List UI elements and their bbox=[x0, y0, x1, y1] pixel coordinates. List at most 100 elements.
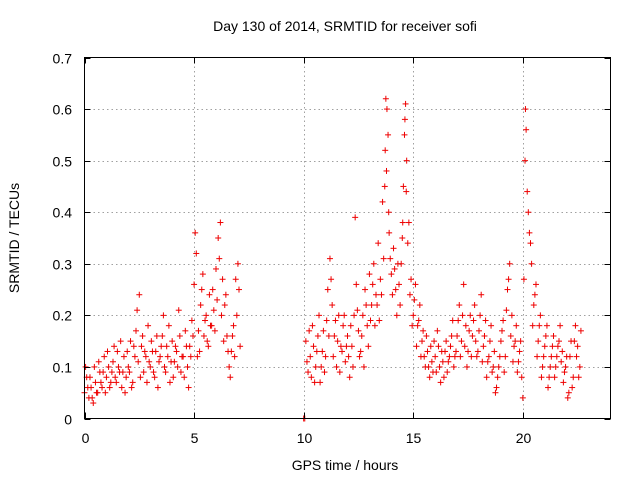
data-point bbox=[123, 374, 130, 381]
data-point bbox=[165, 322, 172, 329]
data-point bbox=[552, 363, 559, 370]
data-point bbox=[352, 214, 359, 221]
data-point bbox=[367, 317, 374, 324]
data-point bbox=[312, 363, 319, 370]
data-point bbox=[365, 343, 372, 350]
data-point bbox=[216, 255, 223, 262]
y-tick-label: 0.5 bbox=[53, 154, 73, 170]
data-point bbox=[192, 229, 199, 236]
data-point bbox=[172, 343, 179, 350]
data-point bbox=[177, 369, 184, 376]
data-point bbox=[442, 348, 449, 355]
data-point bbox=[572, 322, 579, 329]
data-point bbox=[561, 369, 568, 376]
data-point bbox=[321, 369, 328, 376]
data-point bbox=[106, 384, 113, 391]
data-point bbox=[511, 343, 518, 350]
data-point bbox=[443, 338, 450, 345]
grid-lines bbox=[84, 57, 611, 419]
data-points bbox=[81, 95, 584, 422]
data-point bbox=[493, 384, 500, 391]
data-point bbox=[82, 363, 89, 370]
data-point bbox=[207, 322, 214, 329]
data-point bbox=[124, 348, 131, 355]
data-point bbox=[332, 317, 339, 324]
data-point bbox=[420, 327, 427, 334]
data-point bbox=[463, 363, 470, 370]
x-tick-label: 0 bbox=[82, 430, 90, 446]
data-point bbox=[415, 317, 422, 324]
data-point bbox=[385, 209, 392, 216]
data-point bbox=[345, 353, 352, 360]
y-tick-label: 0.6 bbox=[53, 102, 73, 118]
data-point bbox=[351, 312, 358, 319]
data-point bbox=[562, 363, 569, 370]
data-point bbox=[199, 271, 206, 278]
data-point bbox=[520, 276, 527, 283]
y-tick-label: 0.7 bbox=[53, 51, 73, 67]
data-point bbox=[448, 332, 455, 339]
data-point bbox=[156, 358, 163, 365]
data-point bbox=[343, 343, 350, 350]
data-point bbox=[135, 358, 142, 365]
data-point bbox=[164, 353, 171, 360]
data-point bbox=[336, 369, 343, 376]
data-point bbox=[331, 332, 338, 339]
data-point bbox=[513, 322, 520, 329]
data-point bbox=[434, 327, 441, 334]
data-point bbox=[233, 312, 240, 319]
data-point bbox=[337, 343, 344, 350]
data-point bbox=[436, 363, 443, 370]
data-point bbox=[341, 312, 348, 319]
data-point bbox=[356, 353, 363, 360]
data-point bbox=[84, 384, 91, 391]
data-point bbox=[403, 157, 410, 164]
data-point bbox=[223, 332, 230, 339]
data-point bbox=[399, 219, 406, 226]
data-point bbox=[466, 327, 473, 334]
data-point bbox=[560, 379, 567, 386]
data-point bbox=[214, 296, 221, 303]
data-point bbox=[491, 348, 498, 355]
data-point bbox=[406, 291, 413, 298]
data-point bbox=[565, 389, 572, 396]
data-point bbox=[226, 363, 233, 370]
data-point bbox=[432, 353, 439, 360]
data-point bbox=[215, 235, 222, 241]
y-tick-label: 0.1 bbox=[53, 360, 73, 376]
y-tick-label: 0.2 bbox=[53, 308, 73, 324]
data-point bbox=[435, 343, 442, 350]
data-point bbox=[402, 100, 409, 107]
y-axis-label: SRMTID / TECUs bbox=[6, 183, 22, 293]
data-point bbox=[469, 332, 476, 339]
y-tick-labels: 0 0.1 0.2 0.3 0.4 0.5 0.6 0.7 bbox=[53, 51, 73, 428]
data-point bbox=[550, 332, 557, 339]
data-point bbox=[372, 291, 379, 298]
data-point bbox=[334, 338, 341, 345]
data-point bbox=[328, 276, 335, 283]
data-point bbox=[460, 281, 467, 288]
data-point bbox=[484, 358, 491, 365]
data-point bbox=[439, 358, 446, 365]
data-point bbox=[163, 343, 170, 350]
data-point bbox=[377, 276, 384, 283]
data-point bbox=[140, 369, 147, 376]
data-point bbox=[143, 379, 150, 386]
data-point bbox=[206, 291, 213, 298]
data-point bbox=[574, 343, 581, 350]
data-point bbox=[230, 322, 237, 329]
data-point bbox=[559, 348, 566, 355]
data-point bbox=[136, 291, 143, 298]
data-point bbox=[529, 322, 536, 329]
data-point bbox=[440, 374, 447, 381]
data-point bbox=[185, 384, 192, 391]
data-point bbox=[91, 363, 98, 370]
data-point bbox=[433, 369, 440, 376]
data-point bbox=[145, 322, 152, 329]
data-point bbox=[541, 343, 548, 350]
data-point bbox=[519, 394, 526, 401]
data-point bbox=[161, 363, 168, 370]
data-point bbox=[314, 332, 321, 339]
data-point bbox=[174, 363, 181, 370]
data-point bbox=[308, 374, 315, 381]
